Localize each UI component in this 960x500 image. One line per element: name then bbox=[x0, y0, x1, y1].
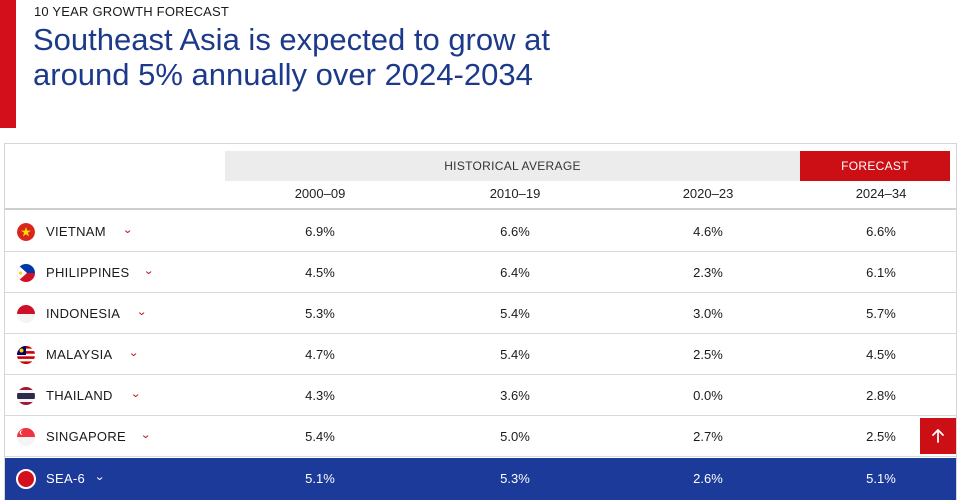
forecast-header: FORECAST bbox=[800, 151, 950, 181]
value-2010-19: 6.4% bbox=[500, 265, 530, 280]
chevron-down-icon[interactable]: ⌄ bbox=[130, 388, 142, 400]
country-name: INDONESIA bbox=[46, 306, 121, 321]
page-title: Southeast Asia is expected to grow at ar… bbox=[33, 22, 550, 92]
historical-average-header: HISTORICAL AVERAGE bbox=[225, 151, 800, 181]
value-2020-23: 3.0% bbox=[693, 306, 723, 321]
chevron-down-icon[interactable]: ⌄ bbox=[122, 224, 134, 236]
value-2024-34: 5.1% bbox=[866, 471, 896, 486]
value-2024-34: 4.5% bbox=[866, 347, 896, 362]
thailand-flag-icon bbox=[17, 387, 35, 405]
table-row-sea-6-total[interactable]: SEA-6 ⌄ 5.1% 5.3% 2.6% 5.1% bbox=[5, 458, 956, 500]
value-2000-09: 5.3% bbox=[305, 306, 335, 321]
arrow-up-icon bbox=[932, 429, 944, 443]
philippines-flag-icon bbox=[17, 264, 35, 282]
chevron-down-icon[interactable]: ⌄ bbox=[136, 306, 148, 318]
table-row-indonesia[interactable]: INDONESIA ⌄ 5.3% 5.4% 3.0% 5.7% bbox=[5, 293, 956, 334]
value-2010-19: 3.6% bbox=[500, 388, 530, 403]
country-name: SEA-6 bbox=[46, 471, 86, 486]
value-2024-34: 6.1% bbox=[866, 265, 896, 280]
value-2020-23: 2.7% bbox=[693, 429, 723, 444]
scroll-to-top-button[interactable] bbox=[920, 418, 956, 454]
value-2000-09: 4.3% bbox=[305, 388, 335, 403]
value-2000-09: 6.9% bbox=[305, 224, 335, 239]
value-2010-19: 6.6% bbox=[500, 224, 530, 239]
table-row-philippines[interactable]: PHILIPPINES ⌄ 4.5% 6.4% 2.3% 6.1% bbox=[5, 252, 956, 293]
value-2010-19: 5.4% bbox=[500, 306, 530, 321]
value-2000-09: 5.1% bbox=[305, 471, 335, 486]
value-2000-09: 4.5% bbox=[305, 265, 335, 280]
country-name: VIETNAM bbox=[46, 224, 106, 239]
value-2020-23: 2.5% bbox=[693, 347, 723, 362]
vietnam-flag-icon bbox=[17, 223, 35, 241]
indonesia-flag-icon bbox=[17, 305, 35, 323]
sea-6-circle-icon bbox=[16, 469, 36, 489]
column-header-2020-23: 2020–23 bbox=[682, 186, 734, 201]
eyebrow-label: 10 YEAR GROWTH FORECAST bbox=[34, 4, 230, 19]
value-2024-34: 6.6% bbox=[866, 224, 896, 239]
value-2010-19: 5.0% bbox=[500, 429, 530, 444]
column-header-2000-09: 2000–09 bbox=[294, 186, 346, 201]
value-2020-23: 2.6% bbox=[693, 471, 723, 486]
value-2020-23: 2.3% bbox=[693, 265, 723, 280]
chevron-down-icon[interactable]: ⌄ bbox=[128, 347, 140, 359]
value-2020-23: 4.6% bbox=[693, 224, 723, 239]
chevron-down-icon[interactable]: ⌄ bbox=[140, 429, 152, 441]
column-header-2010-19: 2010–19 bbox=[489, 186, 541, 201]
value-2000-09: 5.4% bbox=[305, 429, 335, 444]
column-header-2024-34: 2024–34 bbox=[855, 186, 907, 201]
country-name: SINGAPORE bbox=[46, 429, 126, 444]
table-row-vietnam[interactable]: VIETNAM ⌄ 6.9% 6.6% 4.6% 6.6% bbox=[5, 211, 956, 252]
country-name: MALAYSIA bbox=[46, 347, 113, 362]
table-row-malaysia[interactable]: MALAYSIA ⌄ 4.7% 5.4% 2.5% 4.5% bbox=[5, 334, 956, 375]
table-row-thailand[interactable]: THAILAND ⌄ 4.3% 3.6% 0.0% 2.8% bbox=[5, 375, 956, 416]
chevron-down-icon[interactable]: ⌄ bbox=[94, 471, 106, 483]
singapore-flag-icon bbox=[17, 428, 35, 446]
table-row-singapore[interactable]: SINGAPORE ⌄ 5.4% 5.0% 2.7% 2.5% bbox=[5, 416, 956, 457]
header-divider bbox=[5, 208, 956, 210]
malaysia-flag-icon bbox=[17, 346, 35, 364]
accent-bar bbox=[0, 0, 16, 128]
value-2000-09: 4.7% bbox=[305, 347, 335, 362]
growth-table bbox=[4, 143, 957, 500]
value-2024-34: 5.7% bbox=[866, 306, 896, 321]
value-2024-34: 2.8% bbox=[866, 388, 896, 403]
value-2024-34: 2.5% bbox=[866, 429, 896, 444]
value-2010-19: 5.4% bbox=[500, 347, 530, 362]
country-name: THAILAND bbox=[46, 388, 113, 403]
country-name: PHILIPPINES bbox=[46, 265, 130, 280]
chevron-down-icon[interactable]: ⌄ bbox=[143, 265, 155, 277]
value-2010-19: 5.3% bbox=[500, 471, 530, 486]
value-2020-23: 0.0% bbox=[693, 388, 723, 403]
